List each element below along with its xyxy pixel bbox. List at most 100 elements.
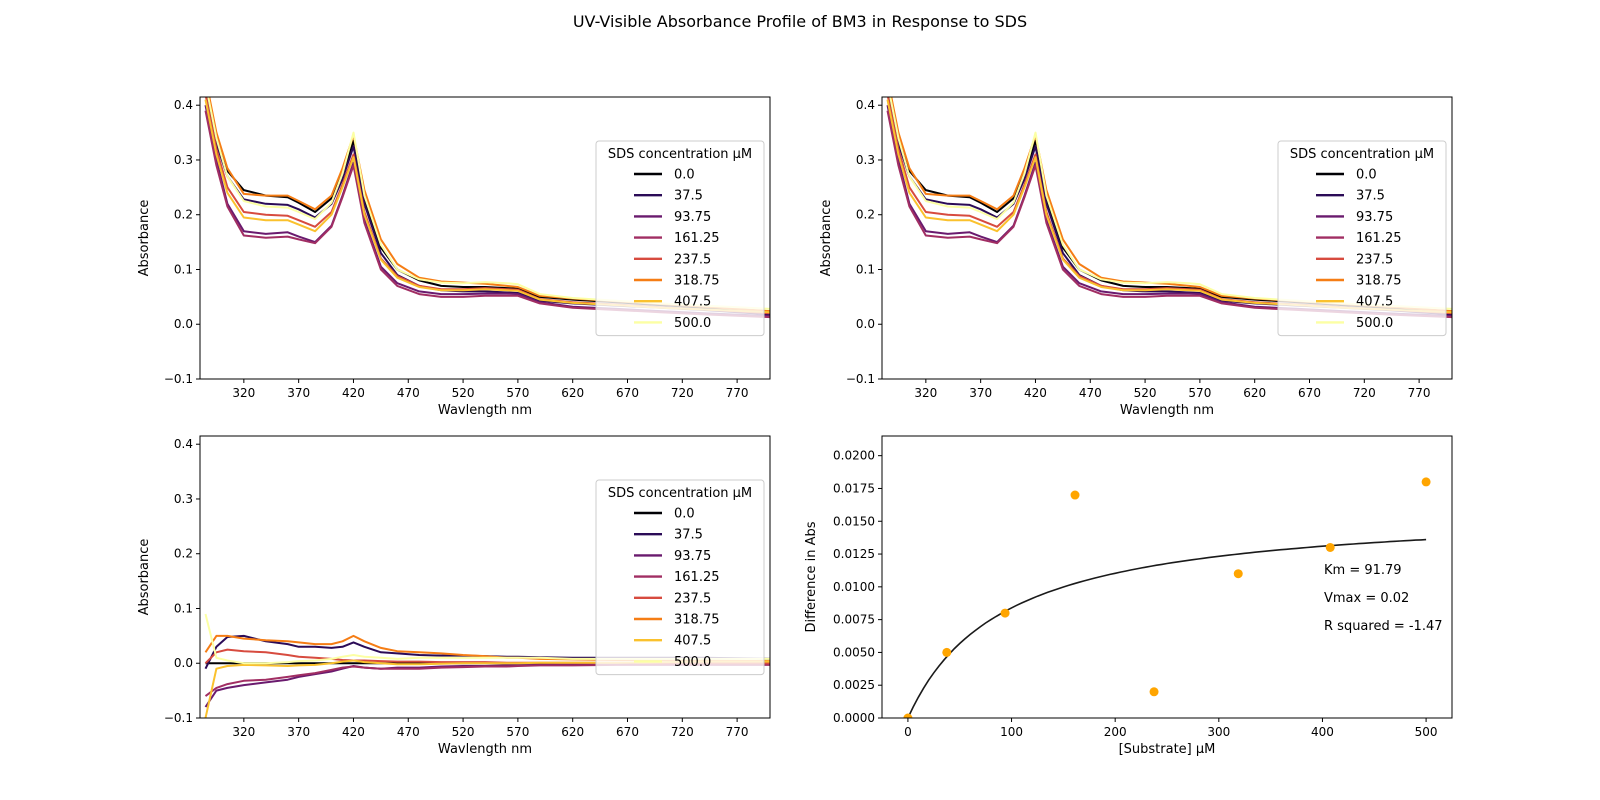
data-point (1421, 477, 1431, 487)
series-line-407.5 (204, 99, 770, 314)
x-tick-label: 670 (616, 386, 639, 400)
y-tick-label: 0.0175 (833, 481, 875, 495)
data-point (1000, 608, 1010, 618)
series-line-407.5 (204, 659, 770, 718)
data-point (1325, 542, 1335, 552)
y-tick-label: 0.0125 (833, 547, 875, 561)
y-tick-label: 0.2 (174, 208, 193, 222)
y-tick-label: 0.3 (174, 492, 193, 506)
y-tick-label: −0.1 (846, 372, 875, 386)
y-tick-label: 0.0100 (833, 580, 875, 594)
y-axis-label: Absorbance (137, 200, 152, 277)
y-tick-label: 0.0 (856, 317, 875, 331)
x-tick-label: 620 (1243, 386, 1266, 400)
legend-entry: 37.5 (674, 528, 703, 543)
x-tick-label: 320 (914, 386, 937, 400)
series-line-407.5 (886, 99, 1452, 314)
y-tick-label: 0.0075 (833, 613, 875, 627)
y-tick-label: 0.0050 (833, 645, 875, 659)
legend-entry: 37.5 (1356, 189, 1385, 204)
legend: SDS concentration µM 0.0 37.5 93.75 161.25 23… (595, 140, 765, 337)
x-tick-label: 300 (1207, 725, 1230, 739)
fit-annotation: Km = 91.79 (1324, 563, 1402, 578)
plot-frame (199, 435, 771, 719)
legend-entry: 0.0 (674, 168, 695, 183)
legend-entry: 93.75 (1356, 210, 1393, 225)
legend-entry: 318.75 (674, 274, 720, 289)
legend-entry: 500.0 (674, 316, 711, 331)
series-line-500.0 (207, 97, 770, 310)
chart-panel-bottom-left: 320 370 420 470 520 570 620 670 720 770 −0.1 0.0 0.1… (137, 435, 771, 757)
x-tick-label: 770 (1408, 386, 1431, 400)
x-tick-label: 720 (1353, 386, 1376, 400)
legend-entry: 318.75 (1356, 274, 1402, 289)
series-line-161.25 (204, 110, 770, 319)
y-tick-label: 0.3 (856, 153, 875, 167)
y-tick-label: 0.0 (174, 656, 193, 670)
x-tick-label: 320 (232, 725, 255, 739)
x-tick-label: 720 (671, 386, 694, 400)
legend-entry: 0.0 (674, 507, 695, 522)
figure-title: UV-Visible Absorbance Profile of BM3 in … (572, 12, 1028, 31)
x-tick-label: 520 (1134, 386, 1157, 400)
x-tick-label: 570 (506, 386, 529, 400)
fit-annotation: Vmax = 0.02 (1324, 591, 1409, 606)
series-line-93.75 (204, 105, 770, 317)
chart-panel-top-left: 320 370 420 470 520 570 620 670 720 770 −0.1 0.0 0.1… (137, 96, 771, 418)
legend: SDS concentration µM 0.0 37.5 93.75 161.25 23… (1277, 140, 1447, 337)
x-tick-label: 720 (671, 725, 694, 739)
x-tick-label: 520 (452, 725, 475, 739)
fit-annotation: R squared = -1.47 (1324, 619, 1443, 634)
y-tick-label: 0.3 (174, 153, 193, 167)
x-tick-label: 420 (1024, 386, 1047, 400)
legend-title: SDS concentration µM (608, 147, 752, 162)
x-tick-label: 400 (1311, 725, 1334, 739)
fit-curve (907, 538, 1427, 718)
data-point (903, 713, 913, 718)
series-line-500.0 (889, 97, 1452, 310)
x-tick-label: 670 (1298, 386, 1321, 400)
series-line-37.5 (204, 634, 770, 670)
x-tick-label: 670 (616, 725, 639, 739)
legend-entry: 161.25 (674, 570, 720, 585)
x-tick-label: 470 (1079, 386, 1102, 400)
series-line-161.25 (204, 663, 770, 697)
x-tick-label: 420 (342, 725, 365, 739)
legend-entry: 161.25 (674, 231, 720, 246)
data-point (1233, 569, 1243, 579)
legend-entry: 318.75 (674, 613, 720, 628)
y-tick-label: −0.1 (164, 711, 193, 725)
x-tick-label: 470 (397, 725, 420, 739)
series-line-500.0 (204, 613, 770, 665)
plot-area (886, 97, 1452, 319)
y-tick-label: 0.2 (856, 208, 875, 222)
legend-entry: 500.0 (1356, 316, 1393, 331)
x-axis-label: Wavlength nm (1120, 403, 1214, 418)
x-tick-label: 770 (726, 725, 749, 739)
x-tick-label: 520 (452, 386, 475, 400)
x-axis-label: Wavlength nm (438, 742, 532, 757)
plot-area (204, 613, 770, 718)
x-tick-label: 370 (287, 725, 310, 739)
x-tick-label: 100 (1000, 725, 1023, 739)
y-tick-label: 0.1 (174, 601, 193, 615)
chart-panel-top-right: 320 370 420 470 520 570 620 670 720 770 −0.1 0.0 0.1… (819, 96, 1453, 418)
legend-entry: 237.5 (674, 591, 711, 606)
y-tick-label: 0.0000 (833, 711, 875, 725)
legend-entry: 0.0 (1356, 168, 1377, 183)
y-tick-label: 0.4 (174, 437, 193, 451)
x-axis-label: [Substrate] µM (1119, 742, 1216, 757)
plot-frame (199, 96, 771, 380)
x-tick-label: 770 (726, 386, 749, 400)
y-tick-label: 0.2 (174, 547, 193, 561)
y-tick-label: 0.4 (174, 98, 193, 112)
y-tick-label: 0.0025 (833, 678, 875, 692)
x-axis-label: Wavlength nm (438, 403, 532, 418)
data-point (1149, 687, 1159, 697)
legend-entry: 407.5 (1356, 295, 1393, 310)
y-axis-label: Absorbance (137, 539, 152, 616)
y-tick-label: 0.4 (856, 98, 875, 112)
legend-entry: 37.5 (674, 189, 703, 204)
legend-entry: 407.5 (674, 295, 711, 310)
legend-entry: 161.25 (1356, 231, 1402, 246)
